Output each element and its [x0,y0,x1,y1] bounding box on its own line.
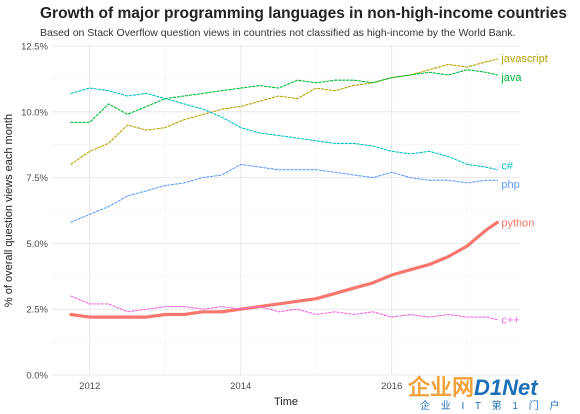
series-line-php [70,163,498,223]
watermark-en: D1Net [474,375,538,400]
y-tick-label: 12.5% [21,42,48,53]
x-tick-label: 2014 [230,381,251,392]
x-tick-label: 2012 [79,381,100,392]
series-label: c++ [501,315,519,327]
series-line-cxx [70,295,498,321]
series-labels: javascript java c# php python c++ [500,53,547,327]
series-label: python [501,217,534,229]
x-tick-label: 2016 [381,381,402,392]
series-line-javascript [70,58,498,165]
y-tick-label: 5.0% [26,239,48,250]
y-tick-label: 2.5% [26,305,48,316]
watermark-cn: 企业网 [408,375,475,400]
y-axis-ticks: 0.0% 2.5% 5.0% 7.5% 10.0% 12.5% [21,42,48,382]
y-tick-label: 7.5% [26,173,48,184]
series-label: php [501,179,519,191]
d1net-watermark-logo: 企业网D1Net 企 业 I T 第 1 门 户 [408,370,576,412]
grid [52,45,520,376]
y-tick-label: 10.0% [21,107,48,118]
watermark-brand: 企业网D1Net [408,370,538,402]
x-axis-ticks: 2012 2014 2016 [79,381,402,392]
series-line-java [70,69,498,123]
series-label: java [500,72,522,84]
y-tick-label: 0.0% [26,371,48,382]
y-axis-title: % of overall question views each month [3,114,15,307]
chart-subtitle: Based on Stack Overflow question views i… [40,27,516,39]
x-axis-title: Time [274,396,298,408]
series-line-python [69,220,499,319]
chart-title: Growth of major programming languages in… [40,5,568,22]
series-line-cx [70,87,498,171]
series-label: javascript [500,53,547,65]
series-lines [69,58,499,321]
series-label: c# [501,161,514,173]
watermark-sub: 企 业 I T 第 1 门 户 [420,401,564,412]
